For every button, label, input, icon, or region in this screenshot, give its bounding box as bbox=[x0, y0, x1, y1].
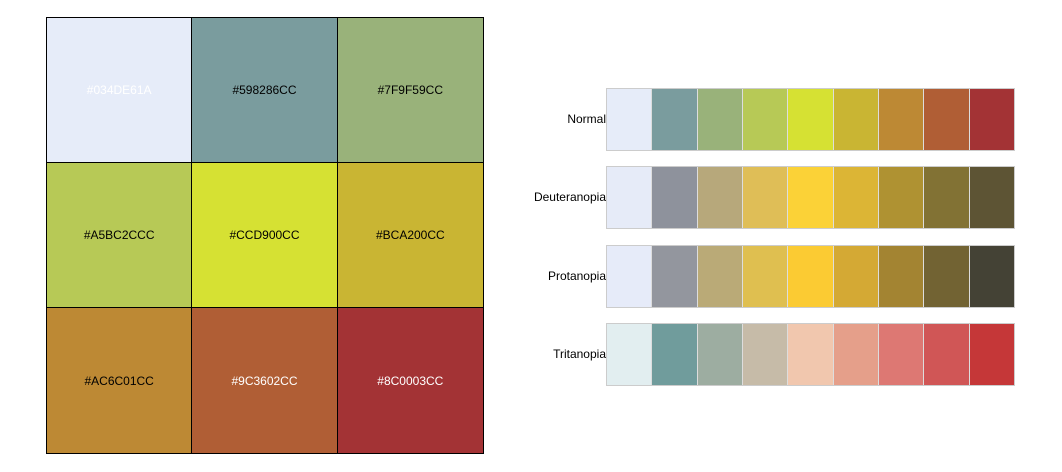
strip-color-cell bbox=[788, 324, 834, 385]
swatch-cell: #BCA200CC bbox=[337, 163, 483, 308]
strip-color-cell bbox=[878, 89, 925, 150]
strip-color-cell bbox=[607, 324, 653, 385]
strip-color-cell bbox=[652, 324, 698, 385]
swatch-hex-label: #BCA200CC bbox=[375, 228, 445, 242]
swatch-grid: #034DE61A #598286CC #7F9F59CC #A5BC2CCC #CCD… bbox=[46, 17, 484, 454]
swatch-hex-label: #CCD900CC bbox=[229, 228, 300, 242]
strip-color-cell bbox=[697, 246, 743, 307]
swatch-cell: #AC6C01CC bbox=[47, 308, 193, 453]
swatch-cell: #034DE61A bbox=[47, 18, 193, 163]
strip-color-cell bbox=[607, 89, 653, 150]
strip-color-cell bbox=[833, 89, 879, 150]
swatch-hex-label: #A5BC2CCC bbox=[83, 228, 155, 242]
simulation-label: Tritanopia bbox=[553, 347, 606, 361]
strip-color-cell bbox=[969, 89, 1014, 150]
swatch-hex-label: #598286CC bbox=[232, 83, 297, 97]
swatch-hex-label: #AC6C01CC bbox=[84, 373, 154, 388]
strip-color-cell bbox=[833, 246, 879, 307]
swatch-cell: #9C3602CC bbox=[192, 308, 338, 453]
strip-color-cell bbox=[742, 167, 789, 228]
strip-color-cell bbox=[924, 167, 970, 228]
simulation-label: Normal bbox=[567, 112, 606, 126]
strip-color-cell bbox=[652, 167, 698, 228]
swatch-cell: #7F9F59CC bbox=[337, 18, 483, 163]
strip-color-cell bbox=[697, 89, 743, 150]
swatch-cell: #CCD900CC bbox=[192, 163, 338, 308]
swatch-hex-label: #9C3602CC bbox=[231, 373, 298, 388]
strip-color-cell bbox=[742, 246, 789, 307]
strip-color-cell bbox=[788, 246, 834, 307]
swatch-hex-label: #7F9F59CC bbox=[377, 83, 443, 97]
strip-color-cell bbox=[924, 324, 970, 385]
strip-color-cell bbox=[969, 324, 1014, 385]
strip-color-cell bbox=[969, 167, 1014, 228]
swatch-hex-label: #034DE61A bbox=[86, 83, 152, 97]
swatch-cell: #8C0003CC bbox=[337, 308, 483, 453]
strip-color-cell bbox=[833, 324, 879, 385]
simulation-strip bbox=[606, 88, 1015, 151]
strip-color-cell bbox=[652, 89, 698, 150]
strip-color-cell bbox=[742, 324, 789, 385]
strip-color-cell bbox=[652, 246, 698, 307]
simulation-label: Protanopia bbox=[547, 269, 606, 283]
swatch-cell: #598286CC bbox=[192, 18, 338, 163]
strip-color-cell bbox=[878, 167, 925, 228]
strip-color-cell bbox=[924, 89, 970, 150]
strip-color-cell bbox=[969, 246, 1014, 307]
strip-color-cell bbox=[924, 246, 970, 307]
strip-color-cell bbox=[788, 167, 834, 228]
simulation-label: Deuteranopia bbox=[533, 190, 606, 204]
strip-color-cell bbox=[788, 89, 834, 150]
simulation-strip bbox=[606, 166, 1015, 229]
strip-color-cell bbox=[878, 246, 925, 307]
strip-color-cell bbox=[607, 246, 653, 307]
simulation-strip bbox=[606, 323, 1015, 386]
strip-color-cell bbox=[697, 167, 743, 228]
strip-color-cell bbox=[742, 89, 789, 150]
strip-color-cell bbox=[833, 167, 879, 228]
strip-color-cell bbox=[697, 324, 743, 385]
strip-color-cell bbox=[878, 324, 925, 385]
swatch-hex-label: #8C0003CC bbox=[377, 373, 444, 388]
swatch-cell: #A5BC2CCC bbox=[47, 163, 193, 308]
strip-color-cell bbox=[607, 167, 653, 228]
simulation-strip bbox=[606, 245, 1015, 308]
